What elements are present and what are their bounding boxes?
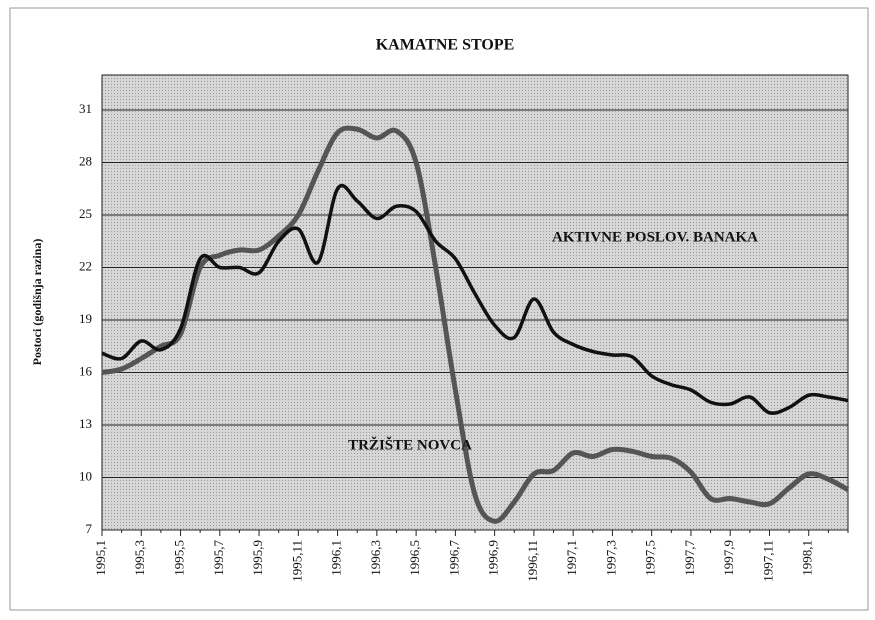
y-tick-label: 10 <box>79 468 92 483</box>
x-tick-label: 1995,1 <box>93 540 108 576</box>
x-tick-label: 1997,1 <box>564 540 579 576</box>
x-tick-label: 1995,7 <box>211 540 226 576</box>
x-tick-label: 1997,5 <box>643 540 658 576</box>
plot-area <box>101 74 849 531</box>
y-tick-label: 31 <box>79 101 92 116</box>
frame <box>9 7 869 611</box>
x-tick-label: 1997,3 <box>603 540 618 576</box>
y-tick-label: 16 <box>79 363 93 378</box>
x-tick-label: 1997,7 <box>682 540 697 576</box>
x-tick-label: 1996,5 <box>407 540 422 576</box>
x-tick-label: 1996,7 <box>446 540 461 576</box>
y-tick-label: 28 <box>79 153 92 168</box>
x-tick-label: 1997,9 <box>721 540 736 576</box>
x-tick-label: 1997,11 <box>760 540 775 582</box>
x-tick-label: 1995,9 <box>250 540 265 576</box>
chart-title: KAMATNE STOPE <box>376 37 515 54</box>
x-tick-label: 1995,11 <box>289 540 304 582</box>
series-label: TRŽIŠTE NOVCA <box>348 436 472 453</box>
series-label: AKTIVNE POSLOV. BANAKA <box>552 229 758 245</box>
y-tick-label: 7 <box>86 521 93 536</box>
x-tick-label: 1998,1 <box>800 540 815 576</box>
x-tick-label: 1996,1 <box>329 540 344 576</box>
x-tick-label: 1996,11 <box>525 540 540 582</box>
x-tick-label: 1996,3 <box>368 540 383 576</box>
x-tick-label: 1996,9 <box>486 540 501 576</box>
series-line <box>101 183 849 415</box>
x-tick-label: 1995,3 <box>132 540 147 576</box>
y-axis-label: Postoci (godišnja razina) <box>30 239 44 366</box>
y-tick-label: 13 <box>79 416 92 431</box>
series-line <box>101 125 850 524</box>
x-tick-label: 1995,5 <box>172 540 187 576</box>
y-tick-label: 19 <box>79 311 92 326</box>
y-tick-label: 22 <box>79 258 92 273</box>
y-tick-label: 25 <box>79 206 92 221</box>
